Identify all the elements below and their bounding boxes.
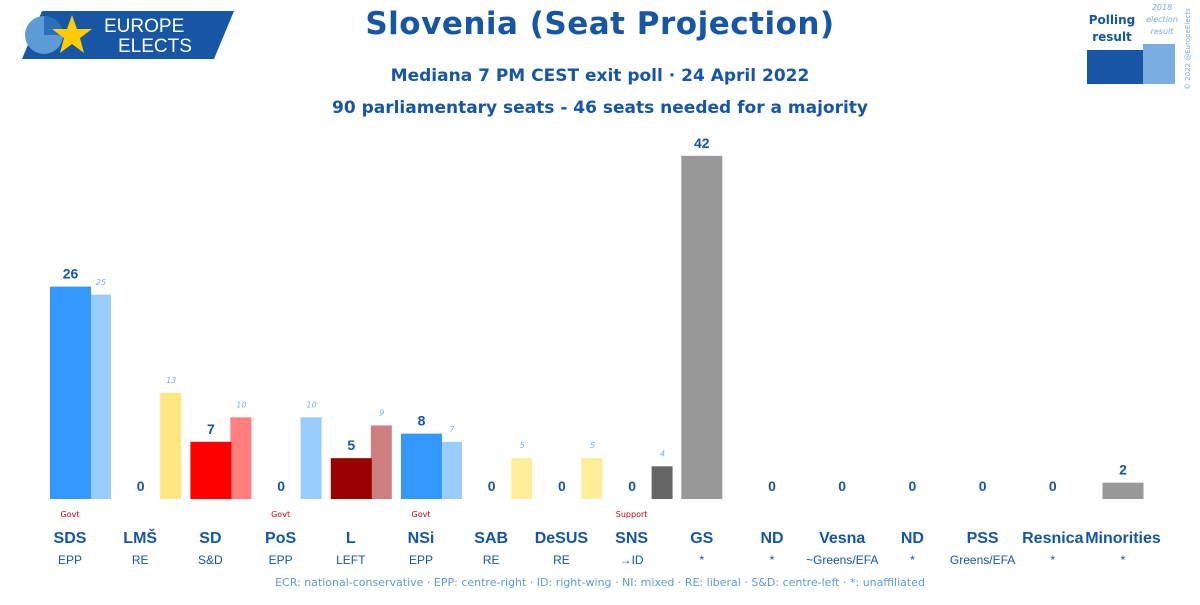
group-label-1: RE <box>132 553 149 567</box>
group-label-4: LEFT <box>336 553 366 567</box>
label-2018-8: 4 <box>660 449 665 458</box>
label-2018-4: 9 <box>379 408 384 417</box>
role-label-3: Govt <box>271 510 290 519</box>
role-label-5: Govt <box>412 510 431 519</box>
label-2018-5: 7 <box>449 425 455 434</box>
bar-2018-5 <box>441 441 462 499</box>
group-label-0: EPP <box>58 553 82 567</box>
party-label-2: SD <box>199 530 221 547</box>
bar-poll-0 <box>50 286 91 499</box>
label-poll-0: 26 <box>63 266 79 282</box>
bar-poll-5 <box>401 433 442 499</box>
group-label-14: * <box>1050 553 1055 567</box>
party-label-1: LMŠ <box>123 528 157 547</box>
label-poll-14: 0 <box>1049 478 1057 494</box>
bar-2018-2 <box>230 417 252 499</box>
legend-poll-swatch <box>1087 50 1143 84</box>
party-label-7: DeSUS <box>535 530 589 547</box>
group-label-6: RE <box>483 553 500 567</box>
svg-text:Polling: Polling <box>1089 13 1136 27</box>
bar-poll-4 <box>330 458 372 499</box>
label-2018-3: 10 <box>307 400 317 409</box>
svg-text:result: result <box>1092 30 1132 44</box>
label-poll-1: 0 <box>137 478 145 494</box>
svg-text:ELECTS: ELECTS <box>118 36 192 57</box>
group-label-10: * <box>770 553 775 567</box>
label-poll-8: 0 <box>628 478 636 494</box>
party-label-14: Resnica <box>1022 530 1083 547</box>
footer-note: ECR: national-conservative · EPP: centre… <box>275 576 925 589</box>
group-label-5: EPP <box>409 553 433 567</box>
bar-poll-15 <box>1102 482 1144 499</box>
party-label-13: PSS <box>967 530 999 547</box>
role-label-8: Support <box>616 510 648 519</box>
svg-text:election: election <box>1146 15 1178 24</box>
party-label-10: ND <box>760 530 783 547</box>
svg-text:result: result <box>1151 27 1175 36</box>
seat-chart: 2526GovtSDSEPP130LMŠRE107SDS&D100GovtPoS… <box>50 135 1161 567</box>
party-label-15: Minorities <box>1085 530 1161 547</box>
label-2018-2: 10 <box>236 400 246 409</box>
group-label-8: →ID <box>620 553 644 567</box>
bar-2018-1 <box>160 392 182 499</box>
bar-2018-4 <box>370 425 392 499</box>
label-poll-5: 8 <box>418 413 426 429</box>
star-icon <box>52 15 92 53</box>
label-poll-10: 0 <box>768 478 776 494</box>
bar-2018-8 <box>651 466 673 499</box>
bar-2018-3 <box>300 417 322 499</box>
party-label-0: SDS <box>54 530 87 547</box>
label-poll-3: 0 <box>277 478 285 494</box>
group-label-11: ~Greens/EFA <box>806 553 878 567</box>
bar-2018-6 <box>511 458 533 499</box>
svg-text:© 2022 @EuropeElects: © 2022 @EuropeElects <box>1184 8 1192 90</box>
label-poll-9: 42 <box>694 135 710 151</box>
group-label-2: S&D <box>198 553 223 567</box>
svg-text:2018: 2018 <box>1152 3 1172 12</box>
group-label-12: * <box>910 553 915 567</box>
party-label-8: SNS <box>615 530 648 547</box>
group-label-9: * <box>699 553 704 567</box>
label-poll-2: 7 <box>207 421 215 437</box>
bar-poll-2 <box>190 441 232 499</box>
legend-election-swatch <box>1143 44 1175 84</box>
party-label-9: GS <box>690 530 713 547</box>
group-label-3: EPP <box>269 553 293 567</box>
group-label-15: * <box>1121 553 1126 567</box>
subtitle: Mediana 7 PM CEST exit poll · 24 April 2… <box>390 66 810 86</box>
label-poll-6: 0 <box>488 478 496 494</box>
label-poll-13: 0 <box>979 478 987 494</box>
party-label-11: Vesna <box>819 530 865 547</box>
party-label-12: ND <box>901 530 924 547</box>
label-poll-7: 0 <box>558 478 566 494</box>
group-label-13: Greens/EFA <box>950 553 1015 567</box>
label-2018-1: 13 <box>166 376 176 385</box>
label-2018-0: 25 <box>96 278 106 287</box>
party-label-3: PoS <box>265 530 296 547</box>
subtitle-seats: 90 parliamentary seats - 46 seats needed… <box>332 98 868 118</box>
party-label-5: NSi <box>408 530 435 547</box>
bar-poll-9 <box>681 155 723 500</box>
group-label-7: RE <box>553 553 570 567</box>
party-label-6: SAB <box>474 530 508 547</box>
europe-elects-logo: EUROPE ELECTS <box>22 11 234 59</box>
label-poll-15: 2 <box>1119 462 1127 478</box>
svg-text:EUROPE: EUROPE <box>104 16 184 37</box>
bar-2018-0 <box>90 294 111 499</box>
bar-2018-7 <box>581 458 603 499</box>
role-label-0: Govt <box>61 510 80 519</box>
page-title: Slovenia (Seat Projection) <box>365 6 835 42</box>
label-poll-12: 0 <box>909 478 917 494</box>
label-2018-7: 5 <box>590 441 595 450</box>
label-poll-4: 5 <box>347 437 355 453</box>
party-label-4: L <box>346 530 356 547</box>
label-poll-11: 0 <box>838 478 846 494</box>
label-2018-6: 5 <box>520 441 525 450</box>
legend: Polling result 2018 election result © 20… <box>1087 3 1192 90</box>
